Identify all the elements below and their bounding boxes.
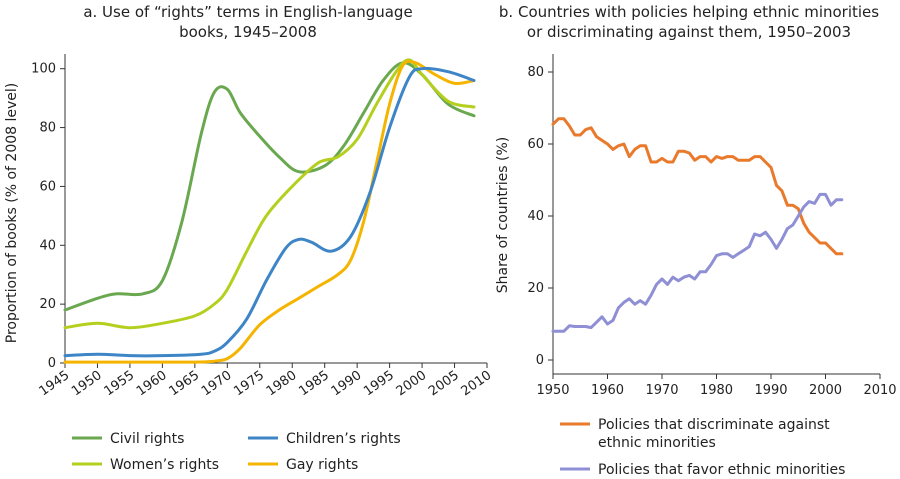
panel-a-legend: Civil rights Children’s rights Women’s rig… bbox=[72, 431, 401, 473]
panel-a-x-tick-label: 1975 bbox=[231, 368, 267, 399]
panel-a-y-tick-label: 40 bbox=[39, 238, 56, 253]
panel-b-title-line-1: b. Countries with policies helping ethni… bbox=[499, 3, 879, 21]
panel-a-x-tick-label: 1990 bbox=[329, 368, 365, 399]
panel-a-y-axis-label: Proportion of books (% of 2008 level) bbox=[4, 83, 20, 344]
panel-a-x-tick-label: 1995 bbox=[361, 368, 397, 399]
panel-b-x-tick-label: 1990 bbox=[754, 383, 787, 398]
panel-b-x-tick-label: 1970 bbox=[645, 383, 678, 398]
panel-b-title-line-2: or discriminating against them, 1950–200… bbox=[527, 23, 851, 41]
panel-b-x-tick-label: 1950 bbox=[536, 383, 569, 398]
panel-b-axes: 0 20 40 60 80 1950 1960 1970 1980 1990 2000 2010 bbox=[527, 54, 897, 398]
panel-a-x-tick-label: 1950 bbox=[69, 368, 105, 399]
panel-a-x-tick-label: 1965 bbox=[166, 368, 202, 399]
panel-a-x-tick-label: 2005 bbox=[426, 368, 462, 399]
panel-b-legend: Policies that discriminate against ethnic… bbox=[560, 417, 845, 478]
panel-b-legend-label-favor: Policies that favor ethnic minorities bbox=[598, 462, 845, 478]
panel-b-y-axis-label: Share of countries (%) bbox=[495, 137, 511, 294]
panel-a-x-tick-label: 1960 bbox=[134, 368, 170, 399]
panel-b-x-tick-label: 2010 bbox=[863, 383, 896, 398]
panel-a-legend-label-civil-rights: Civil rights bbox=[110, 431, 184, 447]
panel-a-x-tick-label: 1945 bbox=[37, 368, 73, 399]
panel-a-x-tick-label: 1955 bbox=[102, 368, 138, 399]
panel-a-legend-label-children-s-rights: Children’s rights bbox=[286, 431, 401, 447]
panel-b-y-tick-label: 20 bbox=[527, 281, 544, 296]
panel-b-line-discriminate bbox=[551, 117, 844, 256]
panel-b-legend-label-discriminate: Policies that discriminate against bbox=[598, 417, 830, 433]
panel-a-rights-terms-chart: a. Use of “rights” terms in English-lang… bbox=[4, 3, 494, 473]
panel-a-title-line-2: books, 1945–2008 bbox=[179, 23, 317, 41]
panel-b-legend-label-discriminate: ethnic minorities bbox=[598, 435, 716, 451]
panel-b-x-tick-label: 1960 bbox=[591, 383, 624, 398]
panel-b-series-lines bbox=[551, 117, 844, 333]
panel-b-y-tick-label: 60 bbox=[527, 137, 544, 152]
panel-a-y-tick-label: 20 bbox=[39, 297, 56, 312]
panel-a-legend-label-gay-rights: Gay rights bbox=[286, 457, 358, 473]
panel-a-line-children-s-rights bbox=[63, 66, 476, 358]
panel-b-y-tick-label: 40 bbox=[527, 209, 544, 224]
panel-a-title-line-1: a. Use of “rights” terms in English-lang… bbox=[83, 3, 412, 21]
panel-b-y-tick-label: 80 bbox=[527, 65, 544, 80]
panel-a-y-tick-label: 60 bbox=[39, 179, 56, 194]
panel-a-y-tick-label: 100 bbox=[31, 62, 56, 77]
panel-a-x-tick-label: 1985 bbox=[296, 368, 332, 399]
panel-a-x-tick-label: 2010 bbox=[459, 368, 495, 399]
panel-a-legend-label-women-s-rights: Women’s rights bbox=[110, 457, 219, 473]
panel-a-x-tick-label: 1980 bbox=[264, 368, 300, 399]
panel-a-axes: 0 20 40 60 80 100 1945195019551960196519701975… bbox=[31, 54, 494, 399]
panel-a-line-women-s-rights bbox=[63, 58, 476, 330]
panel-a-line-gay-rights bbox=[63, 59, 476, 364]
panel-b-x-tick-label: 1980 bbox=[700, 383, 733, 398]
panel-a-x-tick-label: 2000 bbox=[394, 368, 430, 399]
panel-a-line-civil-rights bbox=[63, 61, 476, 312]
panel-a-y-tick-label: 80 bbox=[39, 121, 56, 136]
panel-a-y-tick-label: 0 bbox=[48, 356, 56, 371]
panel-b-y-tick-label: 0 bbox=[536, 353, 544, 368]
panel-b-line-favor bbox=[551, 192, 844, 333]
panel-a-series-lines bbox=[63, 58, 476, 364]
panel-a-x-tick-label: 1970 bbox=[199, 368, 235, 399]
panel-b-ethnic-minority-policies-chart: b. Countries with policies helping ethni… bbox=[495, 3, 897, 478]
panel-b-x-tick-label: 2000 bbox=[809, 383, 842, 398]
